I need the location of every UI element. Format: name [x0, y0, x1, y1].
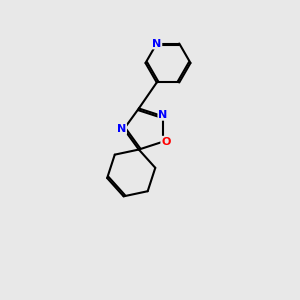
- Text: N: N: [152, 38, 161, 49]
- Text: O: O: [161, 137, 171, 147]
- Text: N: N: [117, 124, 126, 134]
- Text: N: N: [158, 110, 168, 120]
